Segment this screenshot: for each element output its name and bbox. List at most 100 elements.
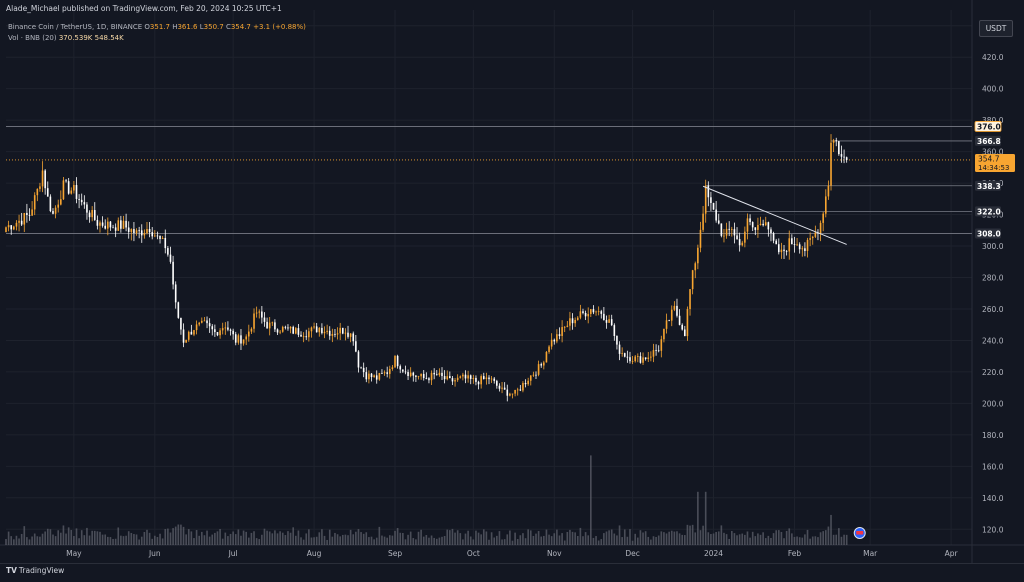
- candle-down: [503, 387, 506, 390]
- candle-up: [57, 204, 60, 208]
- candle-up: [550, 339, 553, 347]
- volume-bar: [28, 539, 31, 545]
- candle-down: [341, 327, 344, 334]
- volume-bar: [543, 535, 545, 545]
- volume-bar: [245, 531, 248, 545]
- volume-bar: [613, 533, 616, 545]
- volume-bar: [435, 538, 438, 545]
- price-tag-label: 322.0: [977, 207, 1001, 216]
- volume-bar: [44, 531, 46, 545]
- volume-bar: [161, 538, 164, 545]
- volume-bar: [91, 530, 93, 545]
- candle-up: [788, 238, 791, 252]
- volume-bar: [362, 533, 365, 545]
- volume-bar: [563, 540, 566, 545]
- volume-bar: [540, 536, 543, 545]
- volume-bar: [305, 533, 308, 545]
- volume-bar: [678, 533, 681, 545]
- candle-down: [775, 240, 777, 245]
- candle-down: [28, 215, 31, 216]
- candle-up: [462, 374, 464, 377]
- volume-bar: [469, 536, 472, 545]
- volume-bar: [456, 530, 459, 545]
- volume-bar: [788, 528, 791, 545]
- volume-bar: [472, 539, 475, 545]
- volume-bar: [673, 531, 676, 545]
- volume-bar: [770, 537, 772, 545]
- volume-bar: [297, 530, 300, 545]
- volume-bar: [388, 535, 391, 545]
- volume-bar: [357, 529, 360, 545]
- candle-up: [467, 375, 469, 379]
- candle-up: [420, 373, 422, 377]
- volume-bar: [516, 539, 519, 545]
- candle-down: [845, 157, 848, 160]
- candle-up: [652, 350, 655, 357]
- volume-bar: [214, 532, 216, 545]
- volume-bar: [529, 530, 532, 545]
- candle-up: [746, 218, 749, 232]
- candle-down: [626, 356, 629, 358]
- time-tick-label: Jul: [228, 549, 238, 558]
- volume-bar: [462, 539, 464, 545]
- volume-bar: [88, 535, 91, 545]
- candle-down: [20, 220, 23, 225]
- trendline[interactable]: [702, 185, 847, 245]
- volume-bar: [211, 534, 214, 545]
- candle-down: [793, 244, 796, 246]
- volume-bar: [216, 531, 219, 545]
- candle-up: [832, 140, 835, 143]
- volume-bar: [618, 525, 621, 545]
- volume-bar: [156, 536, 159, 545]
- candle-down: [355, 341, 357, 352]
- candle-up: [268, 322, 271, 329]
- volume-bar: [368, 537, 370, 545]
- price-axis[interactable]: 120.0 140.0 160.0 180.0 200.0 220.0 240.0 260.0…: [982, 22, 1004, 535]
- candle-down: [835, 140, 838, 142]
- candle-up: [537, 364, 540, 375]
- candle-down: [216, 332, 219, 336]
- volume-bar: [791, 533, 793, 545]
- volume-bar: [284, 535, 287, 545]
- volume-bar: [33, 533, 36, 545]
- volume-bar: [169, 532, 172, 545]
- volume-bar: [631, 540, 634, 545]
- volume-bar: [650, 539, 652, 545]
- candle-down: [208, 323, 211, 327]
- candle-down: [733, 229, 736, 236]
- volume-bar: [409, 531, 412, 545]
- candle-down: [297, 328, 300, 335]
- price-tick-label: 200.0: [982, 399, 1004, 408]
- candle-up: [697, 247, 699, 264]
- candle-down: [305, 336, 308, 338]
- volume-bar: [830, 514, 832, 545]
- volume-bar: [576, 535, 579, 545]
- candle-up: [23, 212, 26, 225]
- candle-up: [741, 242, 744, 246]
- volume-bar: [407, 534, 409, 545]
- candle-up: [36, 188, 39, 196]
- volume-bar: [7, 531, 10, 545]
- price-tick-label: 240.0: [982, 336, 1004, 345]
- currency-selector-button[interactable]: USDT: [979, 20, 1013, 37]
- candle-down: [798, 244, 801, 250]
- volume-bar: [519, 535, 522, 545]
- volume-bar: [31, 536, 33, 545]
- volume-bar: [281, 532, 284, 545]
- symbol-title: Binance Coin / TetherUS, 1D, BINANCE: [8, 23, 143, 31]
- volume-bar: [402, 532, 404, 545]
- volume-bar: [167, 528, 169, 545]
- candle-down: [148, 229, 151, 233]
- time-axis[interactable]: May Jun Jul Aug Sep Oct Nov Dec 2024 Feb Mar Apr: [66, 549, 958, 558]
- volume-bar: [785, 530, 788, 545]
- candle-down: [451, 378, 454, 382]
- volume-bar: [459, 533, 462, 545]
- tradingview-logo[interactable]: TV TradingView: [6, 566, 64, 575]
- volume-bar: [817, 537, 819, 545]
- candle-up: [806, 239, 809, 251]
- volume-bar: [347, 535, 349, 545]
- candle-up: [107, 221, 109, 229]
- candle-up: [201, 320, 203, 323]
- volume-bar: [587, 535, 590, 545]
